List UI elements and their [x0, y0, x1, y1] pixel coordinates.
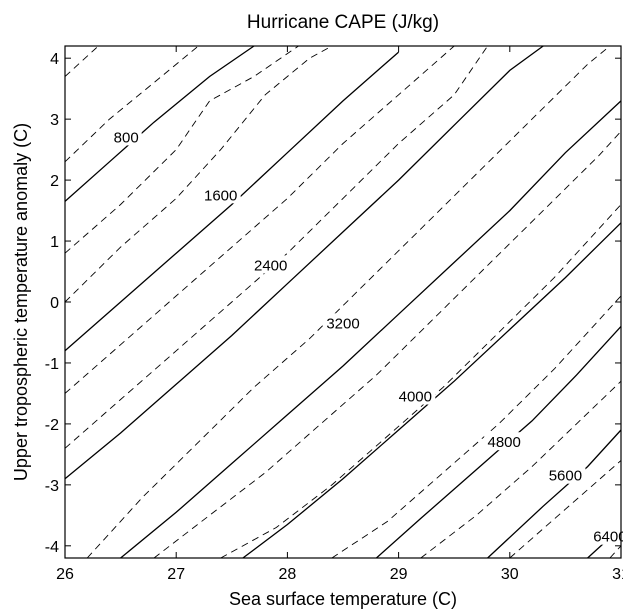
solid-contour-line-6: [487, 429, 622, 559]
contour-label-bg: [323, 313, 363, 332]
contour-lines: [64, 45, 622, 559]
dashed-contour-line-7: [153, 130, 622, 559]
dashed-contour-line-2: [64, 45, 299, 254]
chart-title: Hurricane CAPE (J/kg): [247, 12, 439, 33]
contour-label-800: 800: [114, 129, 139, 146]
x-tick-label: 31: [612, 566, 623, 583]
contour-label-bg: [395, 386, 436, 405]
x-tick-label: 28: [279, 566, 297, 583]
dashed-contour-line-9: [331, 295, 622, 559]
y-axis-ticks: -4 -3 -2 -1 0 1 2 3 4: [45, 51, 621, 556]
y-tick-label: -1: [45, 356, 59, 373]
dashed-contour-line-0: [64, 45, 99, 77]
dashed-contour-line-8: [220, 204, 622, 559]
contour-label-4000: 4000: [399, 389, 432, 406]
contour-label-1600: 1600: [204, 187, 237, 204]
contour-label-2400: 2400: [254, 257, 287, 274]
contour-label-bg: [589, 526, 623, 545]
contour-label-4800: 4800: [488, 434, 521, 451]
solid-contour-line-0: [64, 45, 255, 202]
contour-label-bg: [250, 255, 291, 274]
solid-contour-line-3: [120, 100, 622, 559]
y-tick-label: 4: [50, 51, 59, 68]
contour-label-bg: [200, 185, 241, 204]
contour-label-6400: 6400: [593, 529, 623, 546]
x-tick-label: 30: [501, 566, 519, 583]
contour-label-bg: [545, 465, 586, 484]
y-tick-label: 0: [50, 295, 59, 312]
x-tick-label: 26: [56, 566, 74, 583]
contour-label-bg: [484, 432, 525, 451]
solid-contour-line-2: [64, 45, 544, 480]
dashed-contour-line-10: [420, 380, 622, 559]
y-tick-label: -3: [45, 478, 59, 495]
y-tick-label: 1: [50, 234, 59, 251]
dashed-contour-line-4: [64, 45, 455, 394]
y-tick-label: 3: [50, 112, 59, 129]
dashed-contour-line-12: [609, 545, 622, 559]
dashed-contour-line-5: [64, 45, 488, 449]
solid-contour-line-4: [242, 222, 622, 559]
y-tick-label: -4: [45, 539, 59, 556]
contour-label-bg: [110, 127, 142, 146]
y-tick-label: 2: [50, 173, 59, 190]
dashed-contour-line-3: [64, 45, 333, 303]
x-tick-label: 29: [390, 566, 408, 583]
y-tick-label: -2: [45, 417, 59, 434]
contour-label-3200: 3200: [326, 315, 359, 332]
dashed-contour-line-1: [64, 45, 199, 163]
y-axis-label: Upper tropospheric temperature anomaly (…: [11, 123, 31, 481]
contour-labels: 800 1600 2400 3200 4000 4800 5600 6400: [110, 127, 623, 546]
x-tick-label: 27: [167, 566, 185, 583]
plot-frame: [64, 45, 622, 559]
dashed-contour-line-6: [86, 45, 611, 559]
dashed-contour-line-11: [509, 460, 622, 559]
solid-contour-line-1: [64, 51, 400, 352]
x-axis-label: Sea surface temperature (C): [229, 589, 457, 609]
contour-label-5600: 5600: [549, 468, 582, 485]
